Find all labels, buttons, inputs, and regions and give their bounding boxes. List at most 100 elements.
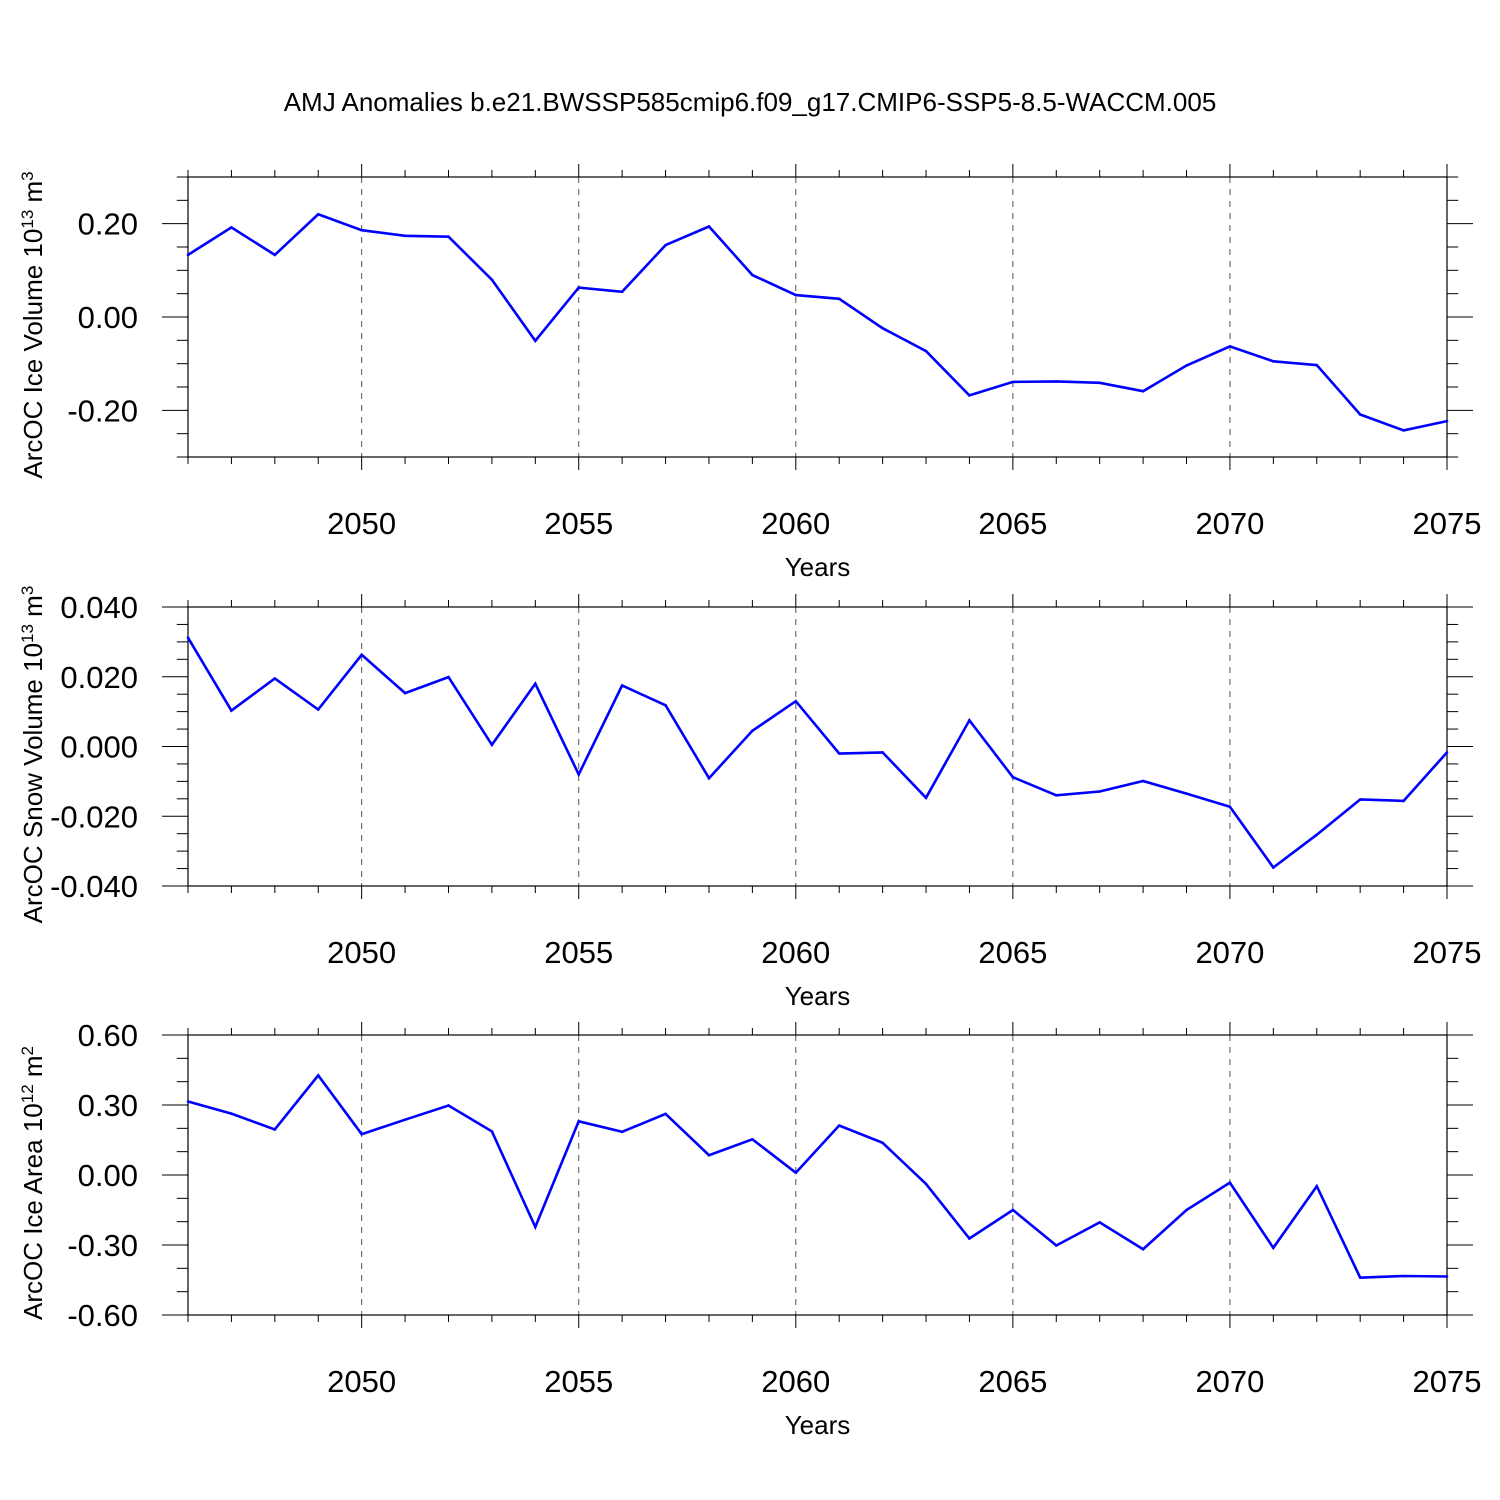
panel-1-data-point (577, 773, 581, 776)
panel-2-data-point (490, 1130, 494, 1133)
panel-1-data-point (534, 682, 537, 686)
panel-1-xtick-label: 2050 (327, 935, 396, 970)
panel-0-ytick-label: -0.20 (67, 393, 138, 428)
panel-1-data-point (1228, 805, 1232, 809)
panel-0-data-point (447, 235, 450, 239)
panel-2-ylabel-sup1: 12 (18, 1084, 37, 1103)
panel-2-data-point (534, 1225, 537, 1229)
panel-0-data-point (403, 234, 407, 238)
panel-2-ytick-label: -0.30 (67, 1228, 138, 1263)
panel-1-xlabel: Years (785, 981, 851, 1011)
panel-0-data-point (1358, 413, 1362, 416)
panel-0-xtick-label: 2060 (761, 506, 830, 541)
panel-0-data-point (230, 226, 233, 229)
panel-1-data-point (490, 743, 494, 747)
panel-0-data-point (1228, 345, 1232, 348)
panel-0-frame (187, 176, 1448, 458)
panel-2-data-point (968, 1237, 971, 1240)
panel-1-data-point (1054, 794, 1058, 797)
panel-2-ytick-label: 0.00 (78, 1158, 138, 1193)
panel-1-data-point (968, 719, 971, 722)
panel-1-ylabel-sup1: 13 (18, 624, 37, 643)
panel-1-data-point (620, 684, 624, 687)
panel-0-ylabel: ArcOC Ice Volume 1013 m3 (18, 171, 48, 478)
panel-1-data-point (360, 653, 363, 657)
panel-1-data-point (1315, 833, 1319, 837)
panel-0-data-point (534, 339, 537, 343)
ice-volume-panel: Years ArcOC Ice Volume 1013 m3 0.20 0.00 -… (18, 164, 1481, 582)
panel-0-data-point (577, 286, 581, 289)
panel-2-ylabel-mid: m (18, 1055, 48, 1084)
panel-2-data-point (360, 1132, 363, 1136)
panel-1-xtick-label: 2065 (978, 935, 1047, 970)
panel-2-data-point (1185, 1208, 1188, 1212)
figure-title: AMJ Anomalies b.e21.BWSSP585cmip6.f09_g1… (284, 87, 1217, 117)
panel-2-data-point (1098, 1221, 1101, 1224)
panel-2-data-point (230, 1112, 233, 1115)
panel-0-data-point (1272, 360, 1275, 363)
panel-0-ylabel-sup2: 3 (18, 171, 37, 180)
panel-2-data-point (881, 1141, 884, 1145)
ice-area-panel: Years ArcOC Ice Area 1012 m2 0.60 0.30 0.0… (18, 1018, 1481, 1440)
panel-2-data-point (1402, 1274, 1405, 1278)
panel-1-data-point (707, 776, 711, 780)
panel-0-data-point (837, 297, 841, 301)
panel-1-ytick-label: 0.000 (60, 730, 138, 765)
panel-1-ytick-label: 0.020 (60, 660, 138, 695)
panel-0-data-point (751, 273, 754, 277)
panel-0-data-point (620, 290, 624, 294)
panel-2-data-point (1358, 1276, 1362, 1279)
panel-0-ylabel-text: ArcOC Ice Volume 10 (18, 229, 48, 479)
panel-0-data-point (794, 293, 798, 297)
panel-2-data-point (1315, 1184, 1319, 1188)
panel-1-data-point (403, 691, 407, 695)
panel-1-data-point (1098, 790, 1101, 793)
panel-1-data-point (881, 751, 884, 754)
panel-2-data-point (577, 1120, 581, 1123)
panel-1-data-point (664, 704, 667, 707)
panel-2-data-point (620, 1130, 624, 1134)
panel-2-data-point (1228, 1181, 1232, 1184)
panel-0-data-point (707, 225, 711, 228)
panel-2-data-point (1054, 1244, 1058, 1247)
panel-2-data-point (1141, 1247, 1145, 1251)
panel-1-ylabel-text: ArcOC Snow Volume 10 (18, 643, 48, 923)
panel-0-data-point (1141, 389, 1145, 393)
panel-0-data-point (664, 243, 667, 247)
panel-2-data-point (837, 1124, 841, 1127)
panel-2-ylabel-text: ArcOC Ice Area 10 (18, 1103, 48, 1320)
panel-1-ylabel-mid: m (18, 595, 48, 624)
panel-1-ytick-label: 0.040 (60, 590, 138, 625)
panel-1-xtick-label: 2075 (1413, 935, 1482, 970)
panel-1-ytick-label: -0.020 (50, 799, 138, 834)
panel-0-xlabel: Years (785, 552, 851, 582)
panel-2-xtick-label: 2055 (544, 1364, 613, 1399)
panel-0-data-point (1402, 429, 1405, 432)
panel-0-xtick-label: 2070 (1195, 506, 1264, 541)
panel-0-data-point (881, 326, 884, 330)
panel-1-data-point (1185, 792, 1188, 795)
panel-0-data-point (968, 394, 971, 397)
panel-0-data-point (1315, 363, 1319, 367)
panel-2-ylabel: ArcOC Ice Area 1012 m2 (18, 1046, 48, 1320)
panel-2-xlabel: Years (785, 1410, 851, 1440)
panel-1-xtick-label: 2055 (544, 935, 613, 970)
panel-1-data-point (1358, 798, 1362, 801)
panel-2-data-point (794, 1171, 798, 1174)
panel-2-frame (187, 1034, 1448, 1316)
panel-0-xtick-label: 2050 (327, 506, 396, 541)
panel-1-data-point (1272, 866, 1275, 869)
panel-0-data-point (924, 349, 928, 353)
snow-volume-panel: Years ArcOC Snow Volume 1013 m3 0.040 0.0… (18, 586, 1481, 1011)
panel-2-ytick-label: 0.30 (78, 1088, 138, 1123)
panel-1-data-point (230, 709, 233, 712)
panel-2-data-point (273, 1128, 277, 1131)
panel-2-data-point (316, 1074, 320, 1077)
panel-2-data-point (664, 1112, 667, 1116)
panel-2-data-point (1011, 1208, 1015, 1212)
panel-2-data-point (403, 1118, 407, 1121)
panel-2-xtick-label: 2050 (327, 1364, 396, 1399)
panel-2-data-point (447, 1104, 450, 1107)
panel-1-data-point (837, 752, 841, 755)
panel-1-data-point (1141, 779, 1145, 783)
